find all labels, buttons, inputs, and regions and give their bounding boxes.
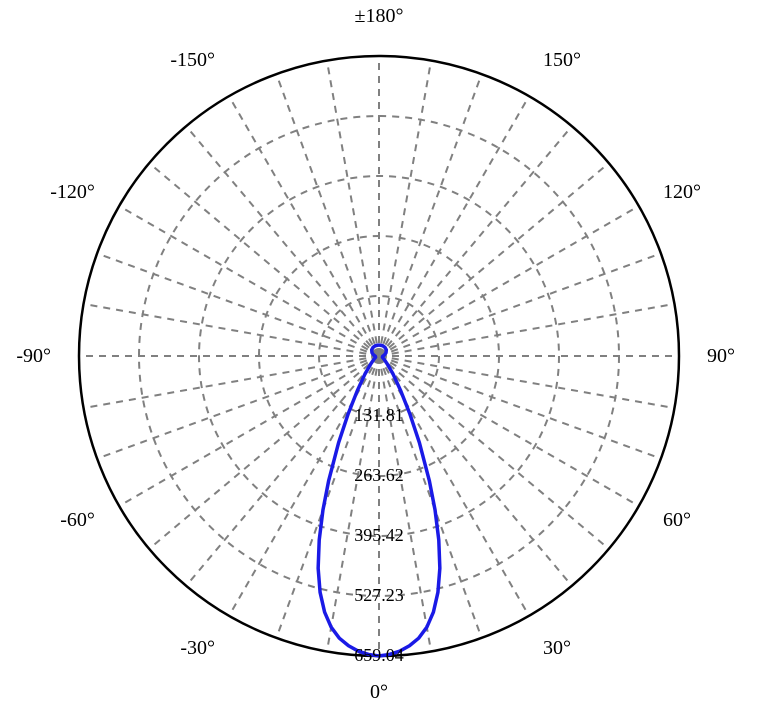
angle-tick-label: 0° [370, 681, 388, 703]
angle-tick-label: 60° [663, 509, 691, 531]
grid-spoke [84, 304, 379, 356]
angle-tick-label: -30° [180, 637, 215, 659]
grid-spoke [379, 163, 609, 356]
grid-spoke [379, 126, 572, 356]
angle-tick-label: -60° [60, 509, 95, 531]
angle-tick-label: 30° [543, 637, 571, 659]
grid-spoke [379, 61, 431, 356]
grid-spoke [379, 356, 572, 586]
radial-tick-label: 263.62 [354, 465, 404, 485]
radial-tick-label: 131.81 [354, 405, 404, 425]
polar-chart: 131.81 263.62 395.42 527.23 659.04 ±180° -150°… [0, 0, 759, 712]
grid-spoke [327, 61, 379, 356]
angle-tick-label: -150° [170, 49, 215, 71]
grid-spoke [379, 356, 674, 408]
grid-spoke [186, 356, 379, 586]
radial-tick-label: 395.42 [354, 525, 404, 545]
grid-spoke [379, 304, 674, 356]
grid-spoke [84, 356, 379, 408]
grid-spoke [379, 356, 609, 549]
angle-tick-label: 150° [543, 49, 581, 71]
radial-tick-label: 527.23 [354, 585, 404, 605]
grid-spoke [149, 163, 379, 356]
grid-spoke [186, 126, 379, 356]
grid-spoke [149, 356, 379, 549]
angle-tick-label: ±180° [355, 5, 404, 27]
angle-tick-label: -120° [50, 181, 95, 203]
angle-tick-label: -90° [16, 345, 51, 367]
angle-tick-label: 120° [663, 181, 701, 203]
radial-tick-label: 659.04 [354, 645, 404, 665]
angle-tick-label: 90° [707, 345, 735, 367]
